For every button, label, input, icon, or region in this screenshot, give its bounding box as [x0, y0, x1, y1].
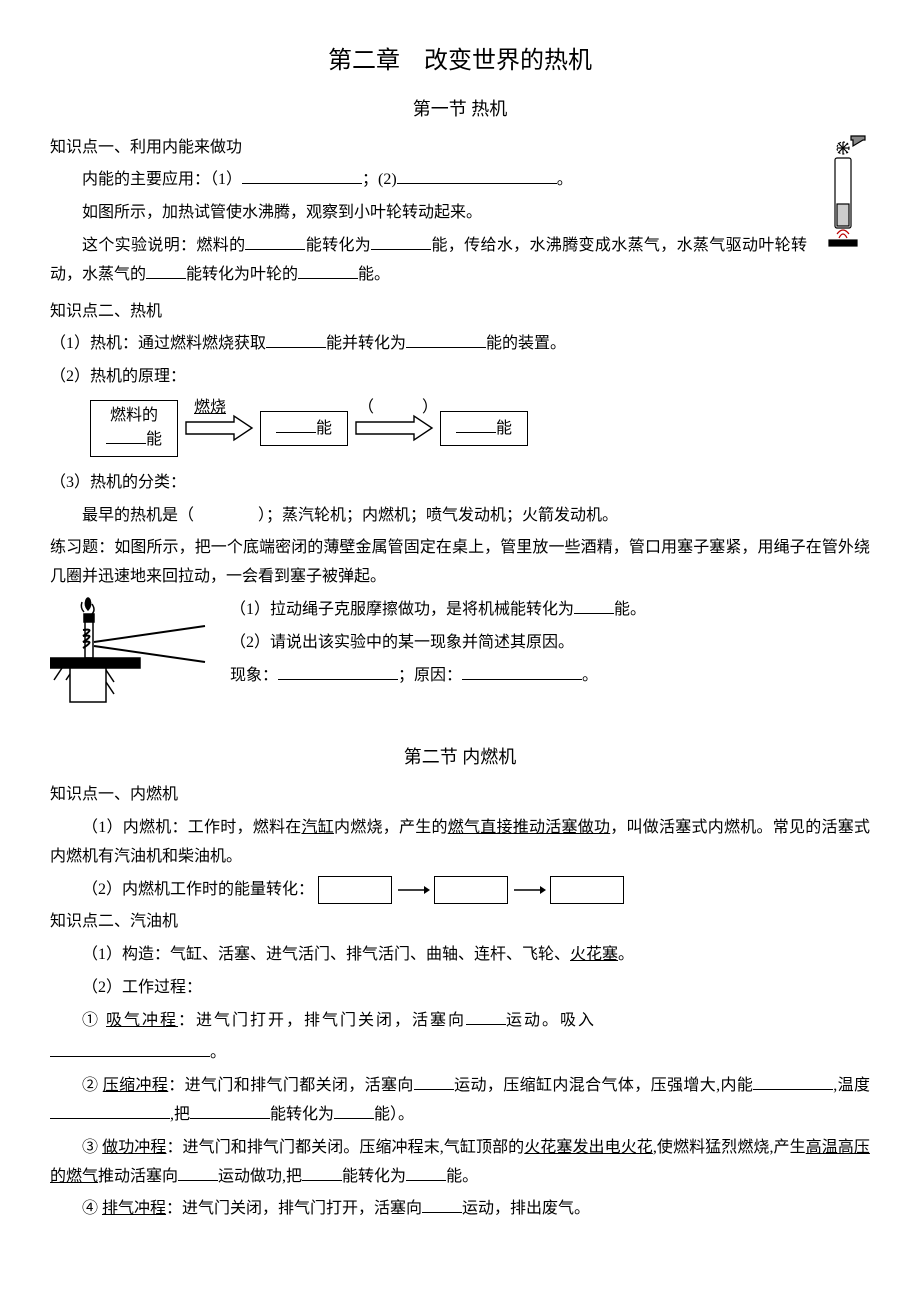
flow-arrow-2: （ ）: [354, 414, 434, 443]
kp2-item1: （1）热机：通过燃料燃烧获取能并转化为能的装置。: [50, 330, 870, 359]
section2-title: 第二节 内燃机: [50, 741, 870, 773]
apps-line: 内能的主要应用：（1）；(2)。: [50, 166, 870, 195]
practice-q1: （1）拉动绳子克服摩擦做功，是将机械能转化为能。: [230, 596, 870, 625]
rope-tube-figure: [50, 596, 210, 717]
kp1-label: 知识点一、利用内能来做功: [50, 134, 870, 163]
flow-arrow-1: 燃烧: [184, 414, 254, 443]
kp2-item2: （2）热机的原理：: [50, 363, 870, 392]
s2-kp2-label: 知识点二、汽油机: [50, 908, 870, 937]
kp2-item3: （3）热机的分类：: [50, 469, 870, 498]
section1-title: 第一节 热机: [50, 93, 870, 125]
flow-box-2: 能: [260, 411, 348, 445]
chapter-title: 第二章 改变世界的热机: [50, 40, 870, 83]
flow-box-3: 能: [440, 411, 528, 445]
s2-kp1-label: 知识点一、内燃机: [50, 781, 870, 810]
stroke4: ④ 排气冲程：进气门关闭，排气门打开，活塞向运动，排出废气。: [50, 1195, 870, 1224]
stroke2: ② 压缩冲程：进气门和排气门都关闭，活塞向运动，压缩缸内混合气体，压强增大,内能…: [50, 1072, 870, 1130]
exp-explain: 这个实验说明：燃料的能转化为能，传给水，水沸腾变成水蒸气，水蒸气驱动叶轮转动，水…: [50, 232, 870, 290]
energy-flow-inline: [318, 876, 624, 904]
stroke1-tail: 。: [50, 1039, 870, 1068]
kp2-label: 知识点二、热机: [50, 298, 870, 327]
principle-flow: 燃料的 能 燃烧 能 （ ） 能: [90, 400, 870, 457]
stroke3: ③ 做功冲程：进气门和排气门都关闭。压缩冲程末,气缸顶部的火花塞发出电火花,使燃…: [50, 1134, 870, 1192]
kp2-item3-line: 最早的热机是（ ）；蒸汽轮机；内燃机；喷气发动机；火箭发动机。: [50, 502, 870, 531]
practice-q2: （2）请说出该实验中的某一现象并简述其原因。: [230, 629, 870, 658]
test-tube-figure: [815, 134, 870, 260]
practice-q2-answer: 现象：；原因：。: [230, 662, 870, 691]
s2-kp2-item2: （2）工作过程：: [50, 974, 870, 1003]
flow-box-1: 燃料的 能: [90, 400, 178, 457]
practice-stem: 练习题：如图所示，把一个底端密闭的薄壁金属管固定在桌上，管里放一些酒精，管口用塞…: [50, 534, 870, 592]
exp-observe: 如图所示，加热试管使水沸腾，观察到小叶轮转动起来。: [50, 199, 870, 228]
s2-kp2-item1: （1）构造：气缸、活塞、进气活门、排气活门、曲轴、连杆、飞轮、火花塞。: [50, 941, 870, 970]
stroke1: ① 吸气冲程：进气门打开，排气门关闭，活塞向运动。吸入: [50, 1007, 870, 1036]
s2-kp1-item1: （1）内燃机：工作时，燃料在汽缸内燃烧，产生的燃气直接推动活塞做功，叫做活塞式内…: [50, 814, 870, 872]
s2-kp1-item2: （2）内燃机工作时的能量转化：: [50, 876, 870, 905]
